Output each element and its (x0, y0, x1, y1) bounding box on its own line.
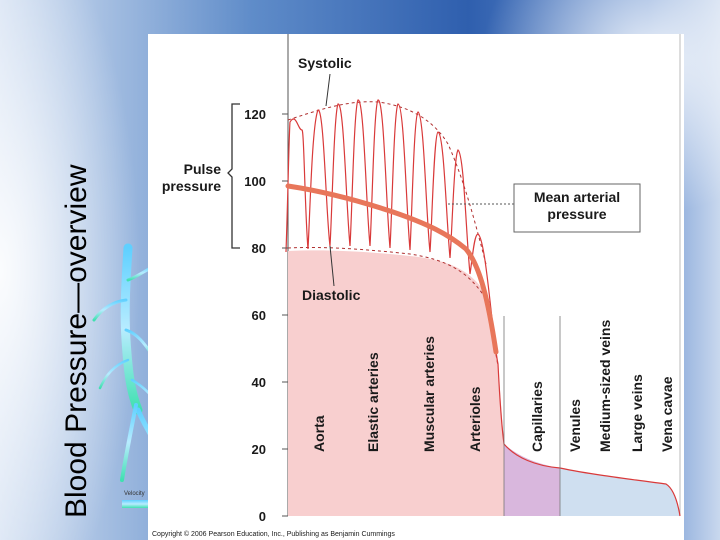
pulse-pressure-label: pressure (162, 178, 221, 194)
figure-panel: 120 100 80 60 40 20 0 Pulse pressure Sys… (148, 34, 684, 540)
mean-arterial-box (513, 183, 641, 233)
y-tick-label: 40 (252, 375, 266, 390)
systolic-pointer (325, 73, 331, 107)
region-label: Large veins (629, 374, 645, 452)
region-label: Arterioles (467, 386, 483, 452)
mean-arterial-curve (285, 183, 499, 355)
arterial-pressure-area (288, 250, 504, 516)
region-label: Aorta (311, 415, 327, 452)
y-tick-label: 20 (252, 442, 266, 457)
pulse-pressure-label: Pulse (184, 161, 222, 177)
diastolic-envelope (287, 246, 499, 367)
arterial-pressure-curve (285, 99, 681, 517)
region-label: Capillaries (529, 381, 545, 452)
copyright-notice: Copyright © 2006 Pearson Education, Inc.… (152, 530, 395, 538)
y-axis: 120 100 80 60 40 20 0 (244, 107, 288, 524)
venous-area (560, 468, 680, 516)
region-label: Vena cavae (659, 376, 675, 452)
systolic-label: Systolic (298, 55, 352, 71)
diastolic-label: Diastolic (302, 287, 361, 303)
systolic-envelope (287, 101, 487, 265)
diastolic-pointer (329, 245, 335, 287)
y-tick-label: 60 (252, 308, 266, 323)
y-tick-label: 80 (252, 241, 266, 256)
capillary-area (504, 444, 560, 516)
mean-arterial-label: Mean arterial (534, 189, 620, 205)
pulse-pressure-bracket (227, 103, 240, 249)
region-label: Muscular arteries (421, 336, 437, 452)
y-tick-label: 0 (259, 509, 266, 524)
region-label: Medium-sized veins (597, 320, 613, 452)
y-tick-label: 120 (244, 107, 266, 122)
region-label: Elastic arteries (365, 352, 381, 452)
mean-arterial-label: pressure (547, 206, 606, 222)
y-tick-label: 100 (244, 174, 266, 189)
region-label: Venules (567, 399, 583, 452)
pressure-diagram: 120 100 80 60 40 20 0 Pulse pressure Sys… (152, 34, 681, 538)
velocity-legend-title: Velocity (124, 491, 145, 497)
